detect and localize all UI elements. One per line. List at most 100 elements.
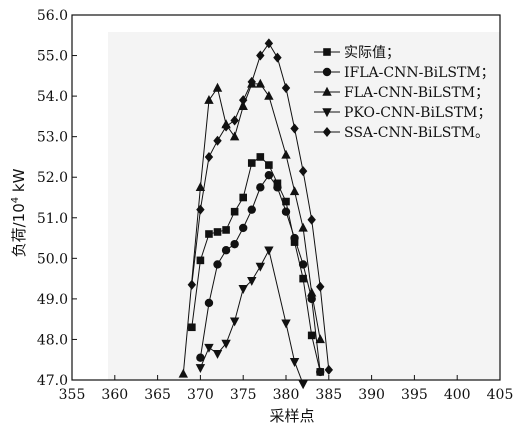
data-point: [196, 204, 205, 215]
x-tick-label: 360: [101, 387, 128, 403]
data-point: [264, 170, 274, 180]
data-point: [230, 207, 239, 216]
data-point: [196, 353, 205, 362]
data-point: [247, 159, 256, 167]
legend-marker: [322, 127, 332, 137]
y-tick-label: 51.0: [37, 211, 68, 227]
data-point: [196, 256, 205, 265]
data-point: [195, 364, 206, 374]
y-tick-label: 48.0: [37, 332, 68, 348]
data-point: [204, 94, 214, 104]
data-point: [239, 193, 247, 202]
legend-label: 实际值；: [344, 45, 400, 61]
data-point: [213, 260, 222, 269]
data-point: [307, 294, 316, 304]
data-point: [213, 135, 222, 146]
legend-label: SSA-CNN-BiLSTM。: [344, 125, 489, 141]
y-tick-label: 47.0: [37, 373, 68, 389]
data-point: [213, 228, 222, 236]
x-tick-label: 370: [187, 387, 214, 403]
data-point: [298, 166, 308, 177]
data-point: [273, 183, 282, 192]
y-tick-label: 54.0: [37, 89, 68, 105]
y-axis-title: 负荷/104 kW: [10, 168, 28, 257]
data-point: [187, 279, 197, 290]
legend-item: SSA-CNN-BiLSTM。: [314, 125, 489, 141]
data-point: [230, 239, 239, 249]
data-point: [178, 368, 188, 378]
data-point: [221, 339, 231, 349]
legend-marker: [322, 86, 332, 96]
x-tick-label: 375: [230, 387, 257, 403]
legend-label: IFLA-CNN-BiLSTM；: [344, 65, 495, 81]
legend-item: FLA-CNN-BiLSTM；: [314, 85, 489, 101]
data-point: [256, 50, 265, 61]
y-tick-label: 53.0: [37, 130, 68, 146]
x-tick-label: 365: [144, 387, 171, 403]
data-point: [239, 95, 248, 106]
data-point: [204, 343, 214, 353]
data-point: [298, 222, 308, 232]
x-tick-label: 385: [315, 387, 342, 403]
y-tick-label: 55.0: [37, 49, 68, 65]
data-point: [265, 161, 273, 169]
data-point: [298, 260, 308, 269]
data-point: [238, 285, 248, 294]
data-point: [315, 334, 325, 344]
legend-item: IFLA-CNN-BiLSTM；: [314, 65, 495, 81]
data-point: [306, 287, 317, 297]
data-point: [229, 317, 240, 327]
data-point: [273, 52, 282, 63]
series: [195, 246, 308, 390]
data-point: [255, 262, 266, 272]
x-tick-label: 405: [487, 387, 514, 403]
legend-label: PKO-CNN-BiLSTM；: [344, 105, 492, 121]
data-point: [290, 233, 299, 243]
data-point: [324, 364, 333, 375]
y-tick-label: 49.0: [37, 292, 68, 308]
legend-marker: [322, 108, 332, 118]
y-tick-label: 52.0: [37, 170, 68, 186]
data-point: [307, 331, 316, 340]
legend-item: 实际值；: [314, 45, 400, 61]
x-tick-label: 400: [444, 387, 471, 403]
series-line: [191, 156, 321, 373]
data-point: [299, 274, 307, 283]
data-point: [195, 182, 206, 192]
y-tick-label: 56.0: [37, 8, 68, 24]
data-point: [281, 83, 291, 93]
data-point: [281, 207, 291, 216]
legend-item: PKO-CNN-BiLSTM；: [314, 105, 492, 121]
data-point: [255, 78, 266, 88]
data-point: [238, 101, 248, 110]
data-point: [264, 246, 274, 256]
data-point: [247, 276, 257, 286]
x-tick-label: 390: [358, 387, 385, 403]
x-axis-title: 采样点: [269, 407, 314, 425]
data-point: [247, 76, 256, 87]
chart-inner-area: [108, 32, 500, 380]
data-point: [212, 349, 223, 359]
data-point: [264, 38, 274, 49]
data-point: [204, 298, 214, 308]
data-point: [298, 380, 308, 390]
data-point: [256, 183, 265, 192]
legend-label: FLA-CNN-BiLSTM；: [344, 85, 489, 101]
legend-marker: [323, 48, 331, 56]
data-point: [264, 90, 274, 100]
data-point: [289, 358, 300, 367]
x-tick-label: 380: [273, 387, 300, 403]
data-point: [229, 131, 240, 141]
data-point: [221, 246, 231, 255]
data-point: [281, 149, 291, 159]
data-point: [188, 323, 196, 332]
data-point: [290, 123, 299, 134]
data-point: [222, 226, 230, 234]
series: [196, 170, 325, 377]
data-point: [221, 121, 231, 132]
data-point: [256, 153, 265, 161]
data-point: [316, 367, 325, 377]
data-point: [307, 214, 316, 225]
data-point: [204, 151, 214, 162]
